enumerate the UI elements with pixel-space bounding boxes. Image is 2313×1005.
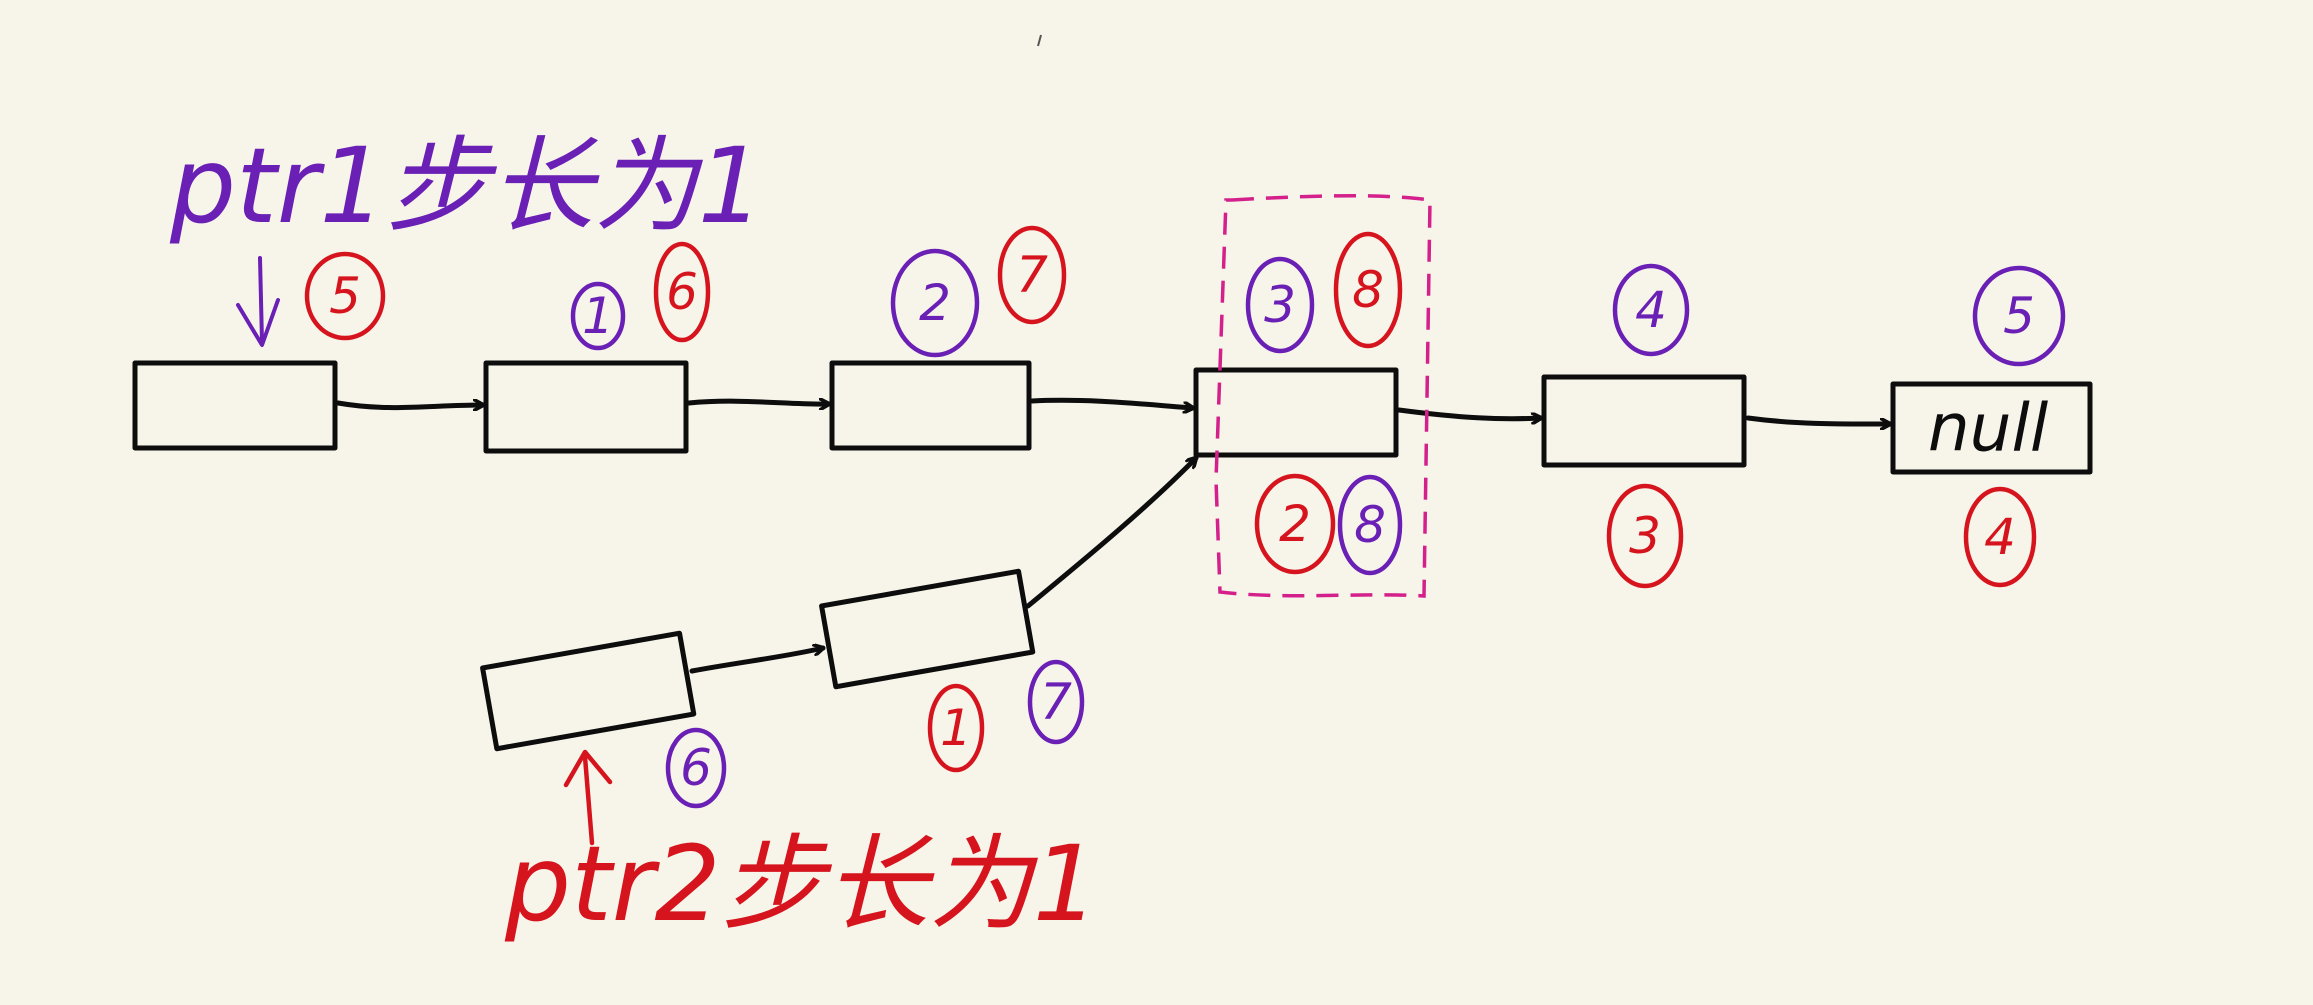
- ptr1-step-4: 4: [1612, 263, 1690, 357]
- svg-text:1: 1: [940, 699, 972, 757]
- ptr2-step-3: 3: [1606, 483, 1684, 589]
- ptr2-step-6: 6: [653, 241, 711, 343]
- ptr1-step-5: 5: [1972, 265, 2066, 367]
- list-b-node-0: [480, 630, 697, 752]
- svg-text:3: 3: [1264, 276, 1296, 334]
- ptr1-step-1: 1: [570, 281, 626, 351]
- ptr2-label: ptr2步长为1: [504, 823, 1099, 945]
- svg-text:2: 2: [919, 274, 951, 332]
- svg-text:3: 3: [1629, 507, 1661, 565]
- ptr1-step-7: 7: [1027, 659, 1085, 745]
- ptr1-pointer-arrow-icon: [236, 256, 280, 347]
- intersection-highlight-box: [1214, 194, 1432, 598]
- svg-text:7: 7: [1040, 673, 1072, 731]
- svg-text:5: 5: [329, 267, 361, 325]
- ptr1-label: ptr1步长为1: [169, 125, 764, 247]
- svg-text:6: 6: [680, 739, 712, 797]
- ptr2-pointer-arrow-icon: [563, 749, 613, 846]
- null-node-label: null: [1928, 390, 2049, 467]
- list-a-node-1: [483, 360, 689, 454]
- list-a-node-2: [829, 360, 1032, 451]
- ptr1-step-3: 3: [1245, 256, 1315, 354]
- stray-mark: [1037, 34, 1042, 47]
- svg-text:4: 4: [1984, 508, 2016, 566]
- edge-b0-b1: [689, 648, 823, 674]
- edge-b1-int: [1025, 458, 1196, 609]
- edge-a2-int: [1029, 397, 1196, 408]
- svg-text:8: 8: [1354, 496, 1386, 554]
- edge-int-n4: [1396, 407, 1544, 419]
- shared-node-4: [1541, 374, 1747, 468]
- svg-text:6: 6: [666, 263, 698, 321]
- edge-a0-a1: [335, 403, 486, 408]
- ptr2-step-7: 7: [997, 225, 1067, 325]
- svg-text:4: 4: [1635, 281, 1667, 339]
- svg-text:5: 5: [2003, 287, 2035, 345]
- ptr2-step-1: 1: [927, 683, 985, 773]
- ptr2-step-8: 8: [1333, 231, 1403, 349]
- svg-text:7: 7: [1016, 246, 1048, 304]
- ptr2-step-2: 2: [1254, 473, 1336, 575]
- edge-a1-a2: [686, 401, 832, 404]
- ptr1-step-8: 8: [1337, 474, 1403, 576]
- ptr1-step-6: 6: [665, 727, 727, 809]
- ptr2-step-4: 4: [1963, 486, 2037, 588]
- null-node: [1890, 381, 2093, 475]
- list-b-node-1: [819, 568, 1036, 690]
- intersection-node: [1193, 367, 1399, 458]
- list-a-node-0: [132, 360, 338, 451]
- ptr2-step-5: 5: [304, 251, 386, 341]
- svg-text:2: 2: [1279, 495, 1311, 553]
- svg-text:1: 1: [582, 287, 614, 345]
- ptr1-step-2: 2: [890, 248, 980, 358]
- svg-text:8: 8: [1352, 261, 1384, 319]
- edge-n4-null: [1745, 415, 1893, 424]
